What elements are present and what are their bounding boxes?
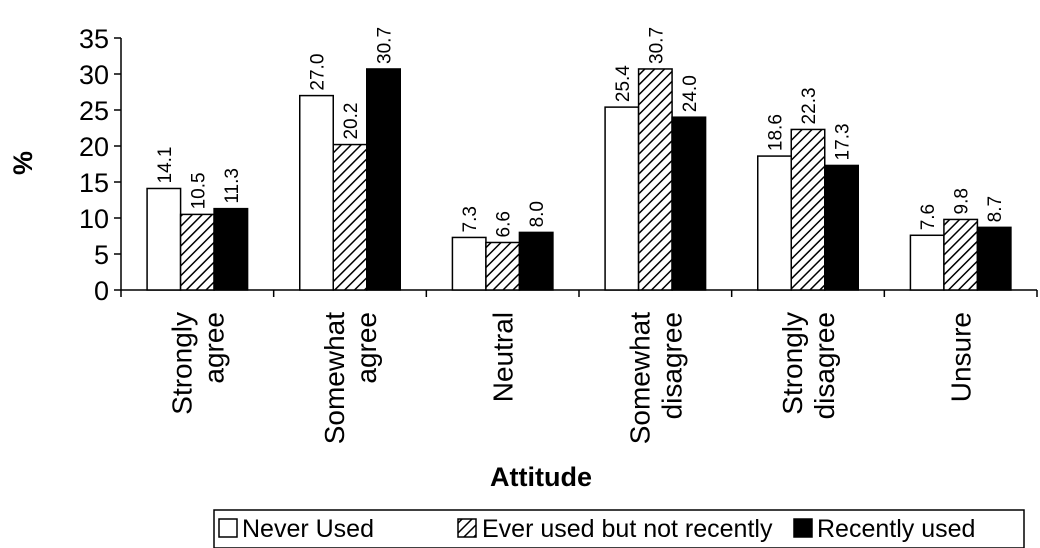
bar [909, 234, 945, 291]
y-tick-label: 30 [79, 60, 109, 90]
legend-border [213, 509, 1025, 548]
bar-marks [146, 68, 1012, 291]
y-axis-label: % [8, 151, 38, 175]
bar-value-label: 9.8 [952, 188, 973, 214]
bar [637, 68, 673, 291]
y-tick-label: 35 [79, 24, 109, 54]
x-category-label: Neutral [488, 312, 519, 402]
bar [332, 143, 368, 291]
y-tick-label: 20 [79, 132, 109, 162]
bar-value-label: 18.6 [766, 114, 787, 151]
legend: Never Used Ever used but not recently Re… [213, 509, 1025, 548]
bar-value-label: 10.5 [188, 172, 209, 209]
bar-value-label: 8.0 [527, 201, 548, 227]
chart-axes: 0 5 10 15 20 25 30 35 [79, 24, 1038, 306]
legend-label-ever-used: Ever used but not recently [482, 515, 773, 543]
x-category-label: agree [351, 312, 382, 384]
bar-value-label: 20.2 [341, 103, 362, 140]
bar [366, 68, 401, 291]
bar [943, 218, 979, 291]
bar [518, 231, 554, 291]
bar-value-label: 11.3 [222, 168, 243, 204]
bar [485, 241, 521, 291]
bar [790, 128, 826, 291]
legend-swatch-ever-used [457, 518, 477, 538]
bar-value-label: 17.3 [833, 123, 854, 160]
bar-value-label: 8.7 [985, 196, 1006, 222]
y-tick-label: 5 [94, 240, 109, 270]
bar-value-label: 30.7 [375, 27, 396, 64]
bar [824, 164, 859, 291]
bar [604, 106, 640, 291]
legend-label-recently-used: Recently used [817, 515, 975, 543]
bar [976, 226, 1012, 291]
x-category-label: Strongly [166, 312, 197, 415]
bar [299, 94, 334, 291]
bar [146, 187, 182, 291]
y-tick-label: 0 [94, 276, 109, 306]
x-category-label: Somewhat [624, 312, 655, 445]
category-labels: Strongly agree Somewhat agree Neutral Somewha… [166, 312, 976, 445]
x-category-label: agree [198, 312, 229, 384]
bar [671, 116, 707, 291]
x-axis-label: Attitude [490, 462, 592, 492]
bar-value-label: 14.1 [155, 146, 176, 183]
y-tick-label: 15 [79, 168, 109, 198]
bar-value-label: 6.6 [494, 211, 515, 237]
bar-value-label: 30.7 [646, 27, 667, 64]
bar-value-label: 7.6 [918, 204, 939, 230]
y-tick-label: 10 [79, 204, 109, 234]
legend-swatch-never-used [218, 518, 238, 538]
x-category-label: disagree [656, 312, 687, 419]
bar-value-label: 25.4 [613, 65, 634, 102]
x-category-label: Strongly [777, 312, 808, 415]
bar-value-label: 27.0 [308, 54, 329, 91]
data-labels: 14.1 10.5 11.3 27.0 20.2 30.7 7.3 6.6 8.0 25.4 30.… [155, 27, 1006, 238]
x-category-label: Somewhat [319, 312, 350, 445]
y-tick-label: 25 [79, 96, 109, 126]
bar [757, 155, 792, 291]
bar [451, 236, 487, 291]
x-category-label: disagree [809, 312, 840, 419]
bar-value-label: 7.3 [460, 206, 481, 232]
legend-label-never-used: Never Used [242, 515, 374, 543]
bar [213, 207, 249, 291]
bar [179, 213, 215, 291]
x-category-label: Unsure [946, 312, 977, 402]
bar-value-label: 22.3 [799, 87, 820, 124]
legend-swatch-recently-used [793, 518, 813, 538]
bar-value-label: 24.0 [680, 75, 701, 112]
